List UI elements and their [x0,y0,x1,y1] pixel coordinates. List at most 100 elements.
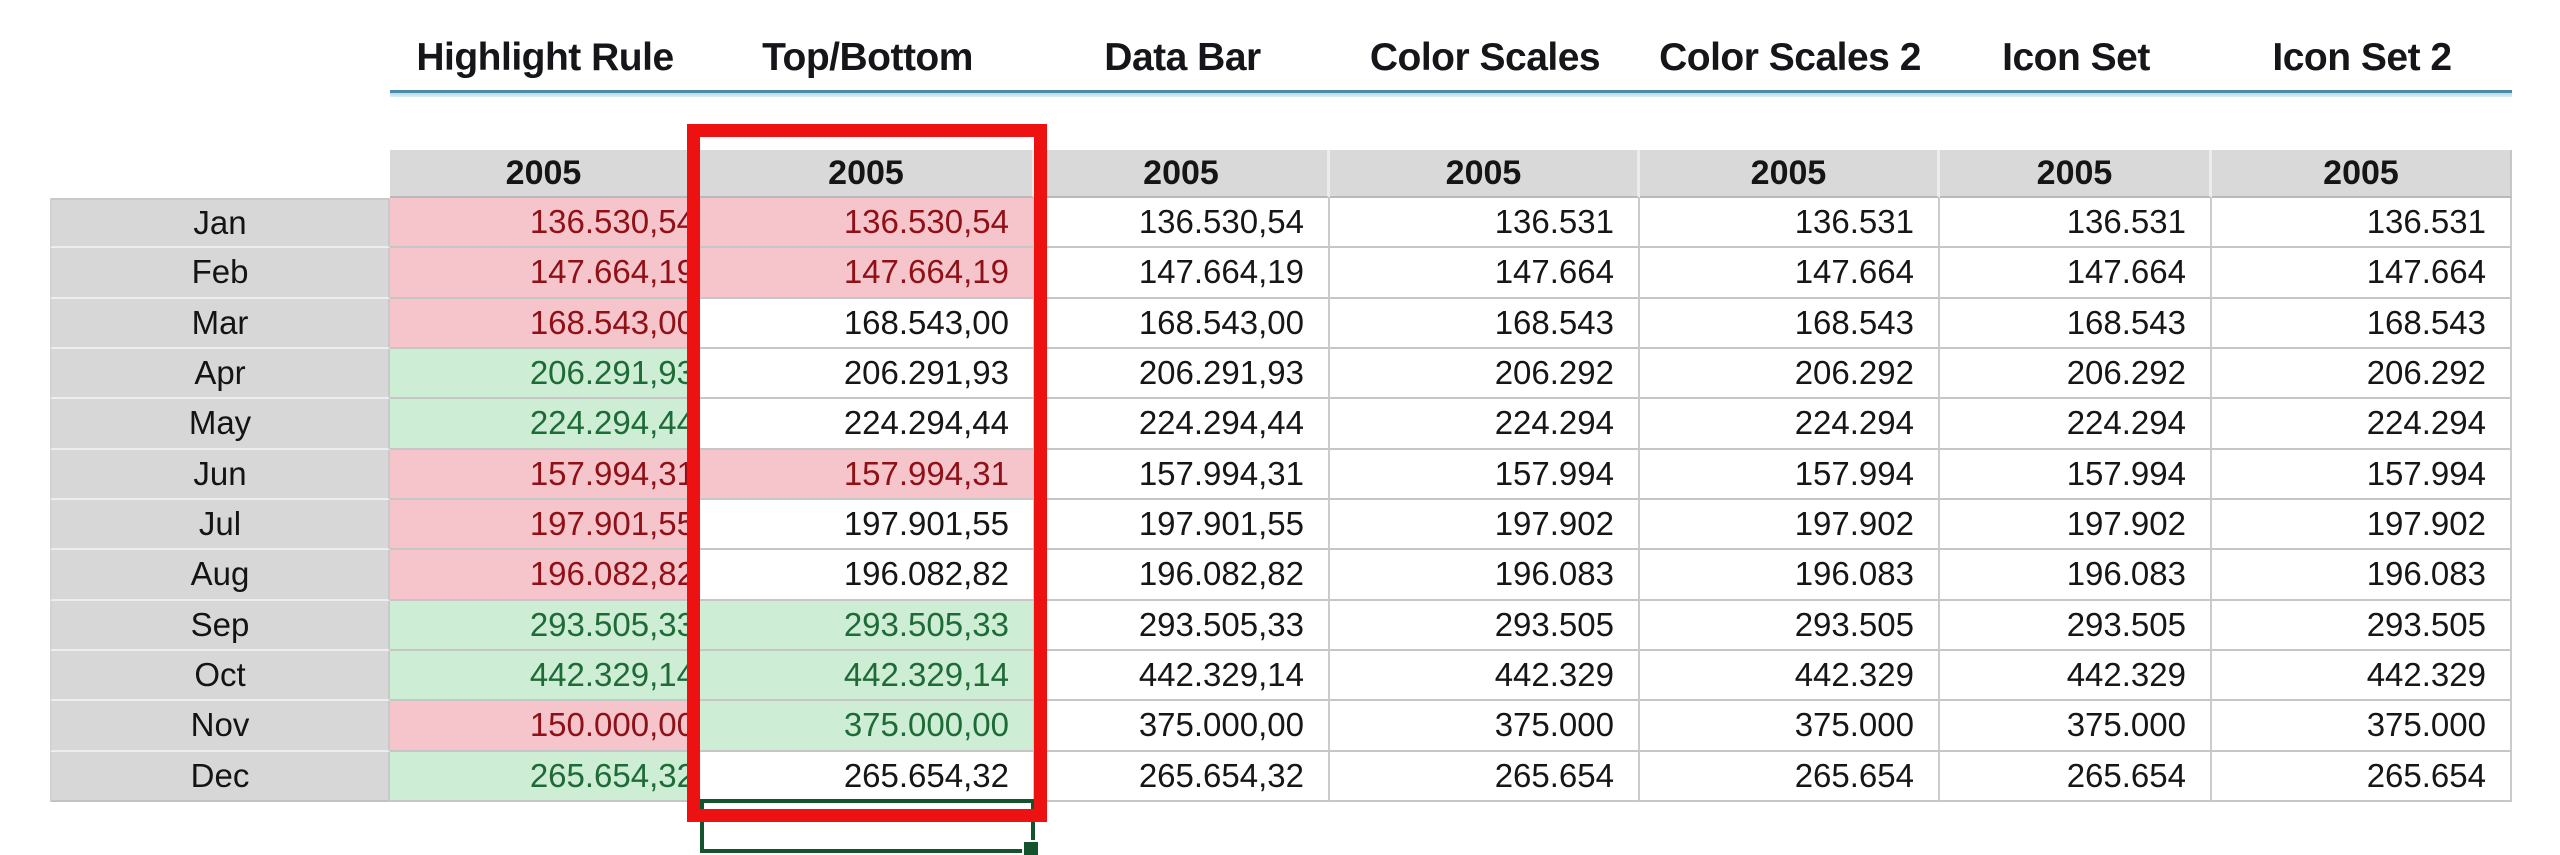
cell-icon-set-2-jul[interactable]: 197.902 [2212,499,2512,551]
cell-highlight-rule-dec[interactable]: 265.654,32 [390,751,700,802]
cell-data-bar-jan[interactable]: 136.530,54 [1035,198,1330,249]
cell-highlight-rule-jun[interactable]: 157.994,31 [390,449,700,500]
column-title-data-bar[interactable]: Data Bar [1104,36,1261,79]
cell-top-bottom-mar[interactable]: 168.543,00 [700,298,1035,349]
cell-highlight-rule-may[interactable]: 224.294,44 [390,399,700,450]
row-label-apr[interactable]: Apr [50,348,390,400]
year-header-data-bar[interactable]: 2005 [1035,150,1330,198]
cell-top-bottom-jan[interactable]: 136.530,54 [700,198,1035,249]
cell-data-bar-may[interactable]: 224.294,44 [1035,399,1330,450]
cell-icon-set-sep[interactable]: 293.505 [1940,600,2212,651]
cell-highlight-rule-feb[interactable]: 147.664,19 [390,248,700,299]
cell-color-scales-jan[interactable]: 136.531 [1330,198,1640,249]
cell-icon-set-2-dec[interactable]: 265.654 [2212,751,2512,802]
cell-data-bar-sep[interactable]: 293.505,33 [1035,600,1330,651]
cell-top-bottom-sep[interactable]: 293.505,33 [700,600,1035,651]
cell-color-scales-2-jan[interactable]: 136.531 [1640,198,1940,249]
column-title-color-scales[interactable]: Color Scales [1369,36,1601,79]
cell-icon-set-jan[interactable]: 136.531 [1940,198,2212,249]
year-header-color-scales[interactable]: 2005 [1330,150,1640,198]
cell-highlight-rule-mar[interactable]: 168.543,00 [390,298,700,349]
cell-top-bottom-nov[interactable]: 375.000,00 [700,701,1035,752]
cell-icon-set-feb[interactable]: 147.664 [1940,248,2212,299]
row-label-aug[interactable]: Aug [50,550,390,601]
column-title-highlight-rule[interactable]: Highlight Rule [416,36,674,79]
column-title-icon-set[interactable]: Icon Set [2002,36,2150,79]
row-label-dec[interactable]: Dec [50,751,390,802]
cell-color-scales-2-oct[interactable]: 442.329 [1640,650,1940,702]
cell-icon-set-dec[interactable]: 265.654 [1940,751,2212,802]
cell-data-bar-mar[interactable]: 168.543,00 [1035,298,1330,349]
row-label-sep[interactable]: Sep [50,600,390,651]
row-label-jun[interactable]: Jun [50,449,390,500]
cell-color-scales-nov[interactable]: 375.000 [1330,701,1640,752]
cell-data-bar-dec[interactable]: 265.654,32 [1035,751,1330,802]
cell-color-scales-2-may[interactable]: 224.294 [1640,399,1940,450]
cell-icon-set-2-apr[interactable]: 206.292 [2212,348,2512,400]
cell-highlight-rule-jan[interactable]: 136.530,54 [390,198,700,249]
cell-top-bottom-feb[interactable]: 147.664,19 [700,248,1035,299]
cell-highlight-rule-apr[interactable]: 206.291,93 [390,348,700,400]
cell-icon-set-aug[interactable]: 196.083 [1940,550,2212,601]
cell-icon-set-2-nov[interactable]: 375.000 [2212,701,2512,752]
cell-highlight-rule-sep[interactable]: 293.505,33 [390,600,700,651]
cell-icon-set-may[interactable]: 224.294 [1940,399,2212,450]
cell-data-bar-jun[interactable]: 157.994,31 [1035,449,1330,500]
cell-highlight-rule-aug[interactable]: 196.082,82 [390,550,700,601]
cell-top-bottom-may[interactable]: 224.294,44 [700,399,1035,450]
cell-icon-set-nov[interactable]: 375.000 [1940,701,2212,752]
cell-icon-set-2-sep[interactable]: 293.505 [2212,600,2512,651]
year-header-icon-set-2[interactable]: 2005 [2212,150,2512,198]
year-header-color-scales-2[interactable]: 2005 [1640,150,1940,198]
cell-color-scales-mar[interactable]: 168.543 [1330,298,1640,349]
row-label-oct[interactable]: Oct [50,650,390,702]
cell-color-scales-aug[interactable]: 196.083 [1330,550,1640,601]
row-label-may[interactable]: May [50,399,390,450]
cell-icon-set-2-may[interactable]: 224.294 [2212,399,2512,450]
cell-color-scales-2-sep[interactable]: 293.505 [1640,600,1940,651]
cell-data-bar-apr[interactable]: 206.291,93 [1035,348,1330,400]
fill-handle[interactable] [1022,840,1040,855]
cell-top-bottom-dec[interactable]: 265.654,32 [700,751,1035,802]
year-header-top-bottom[interactable]: 2005 [700,150,1035,198]
row-label-nov[interactable]: Nov [50,701,390,752]
cell-data-bar-aug[interactable]: 196.082,82 [1035,550,1330,601]
cell-color-scales-2-feb[interactable]: 147.664 [1640,248,1940,299]
cell-color-scales-feb[interactable]: 147.664 [1330,248,1640,299]
cell-top-bottom-apr[interactable]: 206.291,93 [700,348,1035,400]
cell-icon-set-jul[interactable]: 197.902 [1940,499,2212,551]
cell-icon-set-2-feb[interactable]: 147.664 [2212,248,2512,299]
cell-color-scales-may[interactable]: 224.294 [1330,399,1640,450]
row-label-feb[interactable]: Feb [50,248,390,299]
cell-top-bottom-aug[interactable]: 196.082,82 [700,550,1035,601]
cell-color-scales-2-aug[interactable]: 196.083 [1640,550,1940,601]
cell-color-scales-2-jul[interactable]: 197.902 [1640,499,1940,551]
row-label-mar[interactable]: Mar [50,298,390,349]
cell-highlight-rule-oct[interactable]: 442.329,14 [390,650,700,702]
cell-icon-set-apr[interactable]: 206.292 [1940,348,2212,400]
cell-color-scales-2-nov[interactable]: 375.000 [1640,701,1940,752]
cell-color-scales-2-jun[interactable]: 157.994 [1640,449,1940,500]
cell-data-bar-nov[interactable]: 375.000,00 [1035,701,1330,752]
year-header-icon-set[interactable]: 2005 [1940,150,2212,198]
cell-icon-set-2-jan[interactable]: 136.531 [2212,198,2512,249]
cell-color-scales-apr[interactable]: 206.292 [1330,348,1640,400]
cell-highlight-rule-nov[interactable]: 150.000,00 [390,701,700,752]
cell-color-scales-sep[interactable]: 293.505 [1330,600,1640,651]
cell-data-bar-jul[interactable]: 197.901,55 [1035,499,1330,551]
cell-icon-set-oct[interactable]: 442.329 [1940,650,2212,702]
cell-top-bottom-jul[interactable]: 197.901,55 [700,499,1035,551]
row-label-jul[interactable]: Jul [50,499,390,551]
cell-icon-set-2-mar[interactable]: 168.543 [2212,298,2512,349]
cell-data-bar-feb[interactable]: 147.664,19 [1035,248,1330,299]
cell-color-scales-oct[interactable]: 442.329 [1330,650,1640,702]
cell-data-bar-oct[interactable]: 442.329,14 [1035,650,1330,702]
column-title-color-scales-2[interactable]: Color Scales 2 [1659,36,1921,79]
cell-color-scales-2-dec[interactable]: 265.654 [1640,751,1940,802]
cell-top-bottom-oct[interactable]: 442.329,14 [700,650,1035,702]
cell-top-bottom-jun[interactable]: 157.994,31 [700,449,1035,500]
cell-color-scales-jul[interactable]: 197.902 [1330,499,1640,551]
cell-highlight-rule-jul[interactable]: 197.901,55 [390,499,700,551]
year-header-highlight-rule[interactable]: 2005 [390,150,700,198]
cell-color-scales-2-apr[interactable]: 206.292 [1640,348,1940,400]
